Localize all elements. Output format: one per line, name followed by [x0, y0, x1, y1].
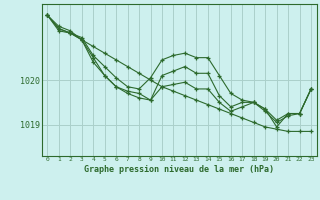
X-axis label: Graphe pression niveau de la mer (hPa): Graphe pression niveau de la mer (hPa) [84, 165, 274, 174]
